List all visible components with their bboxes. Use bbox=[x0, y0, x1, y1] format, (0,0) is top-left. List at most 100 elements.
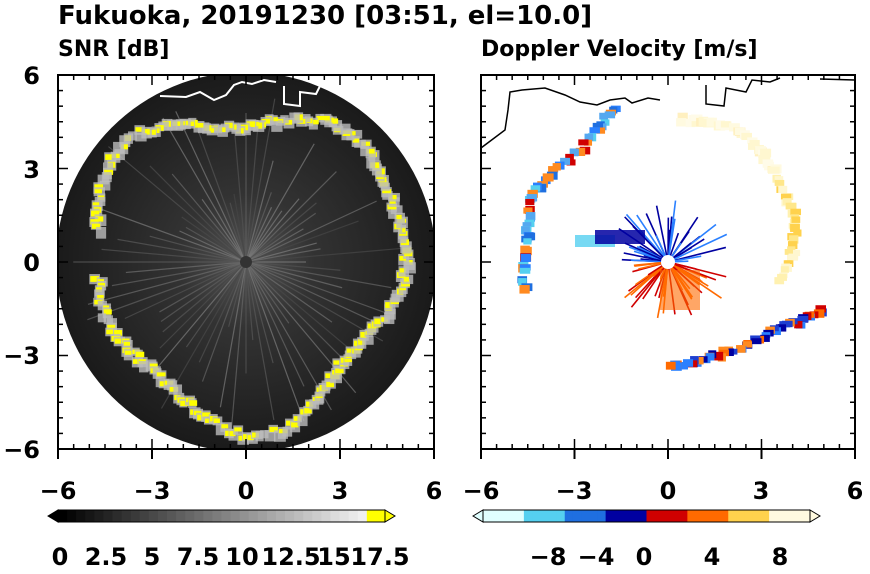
colorbar-arrow bbox=[810, 510, 820, 522]
doppler-echo-cell bbox=[791, 216, 800, 222]
snr-colorbar-tick: 5 bbox=[144, 543, 161, 570]
colorbar-segment bbox=[508, 510, 517, 522]
doppler-echo-cell bbox=[578, 139, 588, 145]
doppler-east-arc bbox=[772, 175, 801, 284]
colorbar-segment bbox=[524, 510, 533, 522]
colorbar-segment bbox=[194, 510, 204, 522]
colorbar-segment bbox=[294, 510, 304, 522]
snr-x-tick: 6 bbox=[426, 477, 443, 505]
doppler-west-arc bbox=[517, 106, 620, 294]
colorbar-segment bbox=[76, 510, 86, 522]
colorbar-segment bbox=[736, 510, 745, 522]
colorbar-segment bbox=[614, 510, 623, 522]
snr-echo-core bbox=[214, 418, 220, 422]
colorbar-segment bbox=[687, 510, 696, 522]
doppler-x-tick: 0 bbox=[660, 477, 677, 505]
doppler-coastline bbox=[481, 78, 855, 148]
colorbar-segment bbox=[540, 510, 549, 522]
colorbar-segment bbox=[638, 510, 647, 522]
snr-y-tick: 6 bbox=[23, 62, 40, 90]
colorbar-segment bbox=[203, 510, 213, 522]
doppler-x-tick: 6 bbox=[847, 477, 864, 505]
doppler-colorbar-tick: 8 bbox=[772, 543, 789, 570]
doppler-x-tick: −6 bbox=[463, 477, 500, 505]
snr-x-tick: 3 bbox=[332, 477, 349, 505]
snr-center bbox=[240, 256, 252, 268]
doppler-echo-cell bbox=[599, 113, 608, 120]
doppler-colorbar-tick: 0 bbox=[636, 543, 653, 570]
colorbar-segment bbox=[630, 510, 639, 522]
colorbar-segment bbox=[149, 510, 159, 522]
snr-y-tick-labels: 6 3 0 −3 −6 bbox=[3, 62, 40, 464]
colorbar-segment bbox=[696, 510, 705, 522]
snr-y-tick: 3 bbox=[23, 156, 40, 184]
doppler-colorbar-tick: −4 bbox=[578, 543, 615, 570]
snr-colorbar-tick: 12.5 bbox=[261, 543, 320, 570]
doppler-colorbar-labels: −8 −4 0 4 8 bbox=[530, 543, 789, 570]
snr-colorbar-tick: 17.5 bbox=[350, 543, 409, 570]
snr-echo-halo bbox=[173, 384, 182, 393]
colorbar-segment bbox=[176, 510, 186, 522]
colorbar-segment bbox=[312, 510, 322, 522]
colorbar-segment bbox=[589, 510, 598, 522]
snr-echo-core bbox=[157, 372, 166, 376]
snr-echo-halo bbox=[135, 133, 146, 141]
doppler-echo-cell bbox=[774, 277, 784, 284]
doppler-echo-cell bbox=[786, 203, 797, 210]
colorbar-segment bbox=[777, 510, 786, 522]
doppler-colorbar-tick: −8 bbox=[530, 543, 567, 570]
snr-y-tick: −6 bbox=[3, 436, 40, 464]
colorbar-segment bbox=[548, 510, 557, 522]
snr-echo-core bbox=[95, 189, 102, 193]
snr-x-tick: −3 bbox=[134, 477, 171, 505]
doppler-echo-cell bbox=[523, 238, 531, 244]
colorbar-segment bbox=[491, 510, 500, 522]
snr-echo-core bbox=[124, 342, 130, 346]
colorbar-segment bbox=[516, 510, 525, 522]
colorbar-segment bbox=[581, 510, 590, 522]
colorbar-segment bbox=[483, 510, 492, 522]
snr-echo-core bbox=[374, 318, 381, 324]
snr-echo-halo bbox=[404, 262, 416, 273]
doppler-echo-cell bbox=[520, 268, 531, 274]
colorbar-segment bbox=[212, 510, 222, 522]
colorbar-segment bbox=[222, 510, 232, 522]
doppler-echo-cell bbox=[736, 345, 746, 353]
doppler-echo-cell bbox=[525, 199, 534, 205]
doppler-echo-cell bbox=[548, 166, 558, 172]
colorbar-segment bbox=[258, 510, 268, 522]
doppler-echo-cell bbox=[666, 362, 676, 370]
colorbar-segment bbox=[761, 510, 770, 522]
colorbar-segment bbox=[331, 510, 341, 522]
doppler-echo-cell bbox=[519, 285, 529, 294]
snr-echo-core bbox=[221, 424, 228, 428]
colorbar-segment bbox=[597, 510, 606, 522]
doppler-southeast-arc bbox=[666, 305, 827, 371]
colorbar-segment bbox=[794, 510, 803, 522]
snr-colorbar bbox=[48, 510, 395, 522]
colorbar-segment bbox=[167, 510, 177, 522]
snr-echo-core bbox=[234, 427, 241, 431]
colorbar-segment bbox=[532, 510, 541, 522]
snr-echo-core bbox=[291, 422, 298, 427]
colorbar-segment bbox=[622, 510, 631, 522]
colorbar-segment bbox=[158, 510, 168, 522]
colorbar-segment bbox=[276, 510, 286, 522]
colorbar-segment bbox=[376, 510, 386, 522]
colorbar-segment bbox=[802, 510, 811, 522]
colorbar-segment bbox=[122, 510, 132, 522]
panel-title-snr: SNR [dB] bbox=[58, 37, 169, 62]
colorbar-segment bbox=[249, 510, 259, 522]
colorbar-segment bbox=[358, 510, 368, 522]
snr-echo-halo bbox=[297, 415, 307, 427]
snr-echo-core bbox=[136, 352, 145, 358]
colorbar-segment bbox=[769, 510, 778, 522]
snr-plot bbox=[56, 72, 436, 459]
snr-echo-core bbox=[115, 339, 122, 344]
doppler-center-spokes bbox=[575, 201, 727, 318]
doppler-center-hole bbox=[661, 255, 675, 269]
snr-echo-core bbox=[125, 351, 132, 355]
colorbar-segment bbox=[565, 510, 574, 522]
doppler-x-tick: −3 bbox=[556, 477, 593, 505]
